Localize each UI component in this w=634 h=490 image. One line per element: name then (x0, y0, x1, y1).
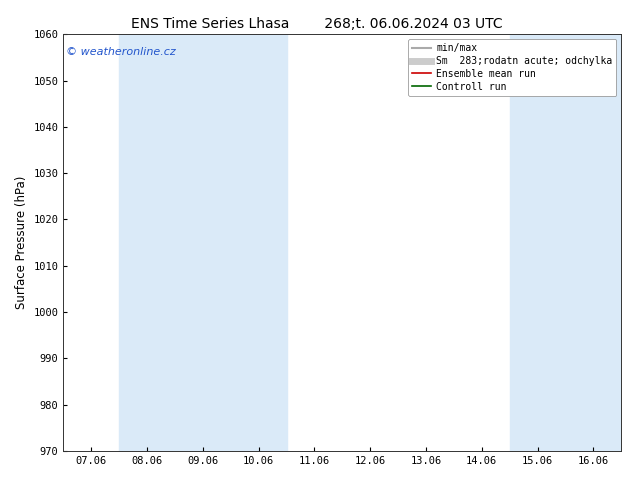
Y-axis label: Surface Pressure (hPa): Surface Pressure (hPa) (15, 176, 28, 309)
Legend: min/max, Sm  283;rodatn acute; odchylka, Ensemble mean run, Controll run: min/max, Sm 283;rodatn acute; odchylka, … (408, 39, 616, 96)
Text: © weatheronline.cz: © weatheronline.cz (66, 47, 176, 57)
Bar (119, 34, 287, 451)
Bar (510, 34, 621, 451)
Text: ENS Time Series Lhasa        268;t. 06.06.2024 03 UTC: ENS Time Series Lhasa 268;t. 06.06.2024 … (131, 17, 503, 31)
